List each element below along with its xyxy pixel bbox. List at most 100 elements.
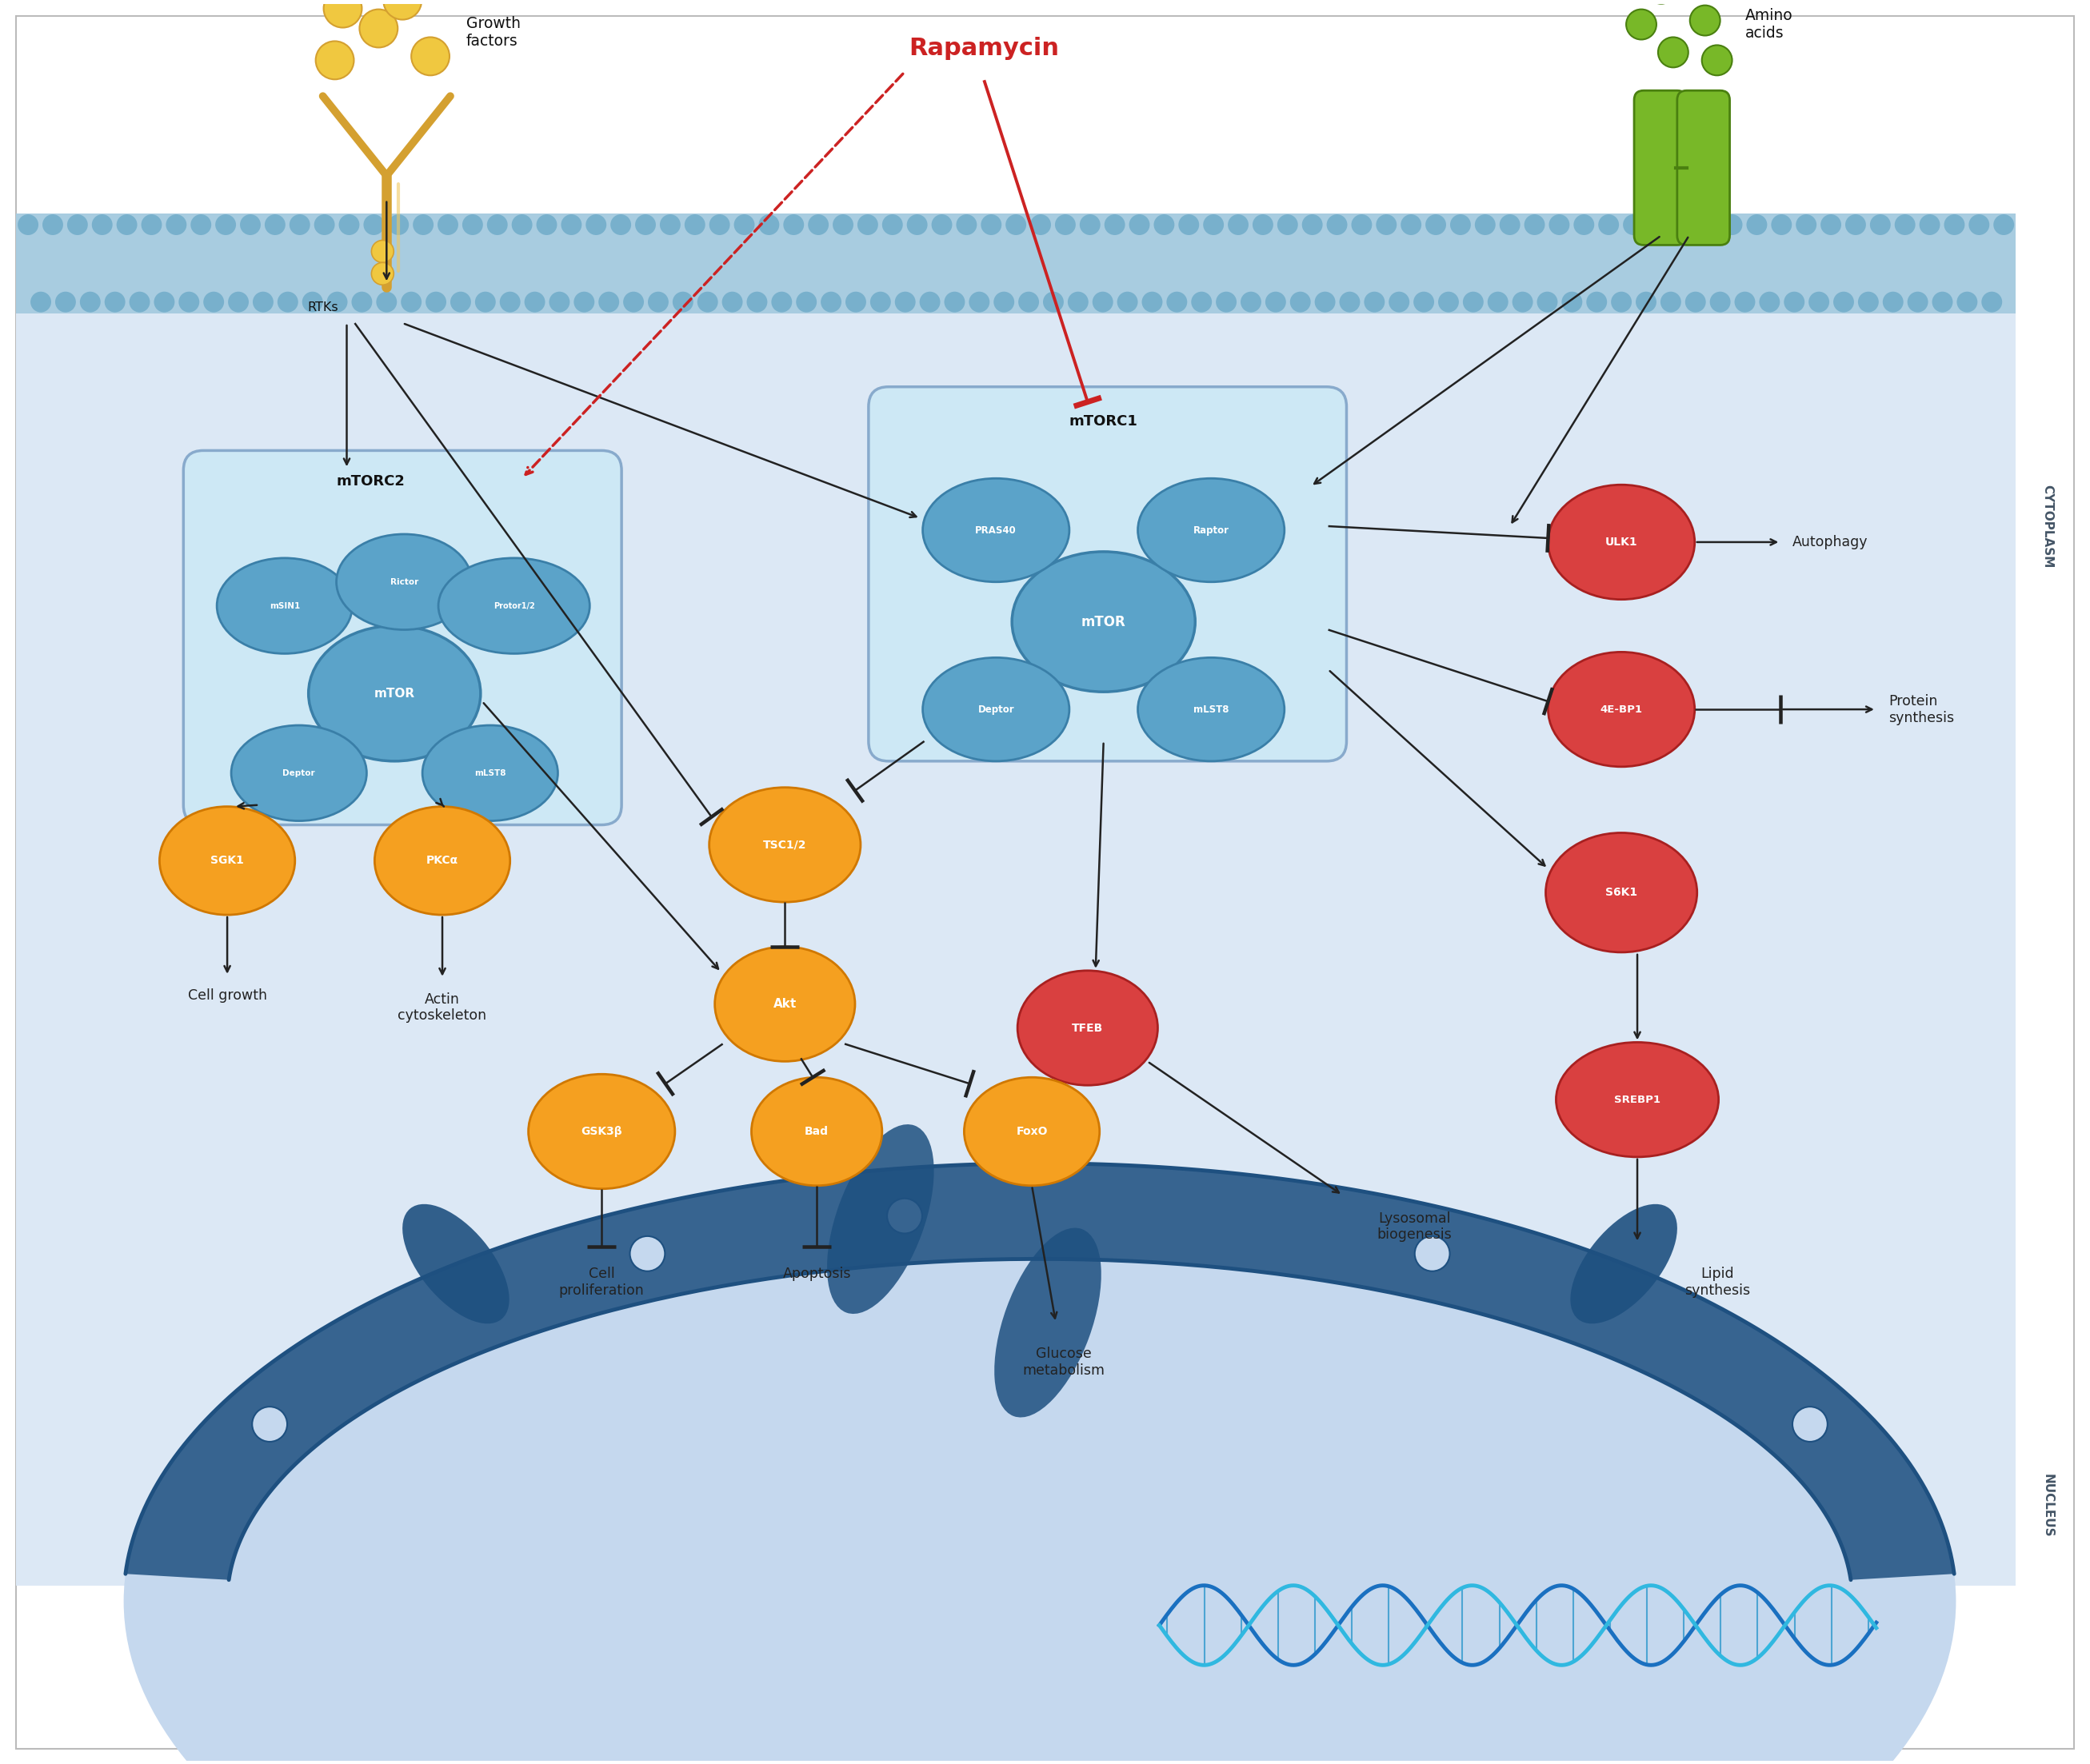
Circle shape <box>203 291 224 312</box>
Circle shape <box>1327 215 1348 235</box>
Circle shape <box>1770 215 1791 235</box>
Circle shape <box>1871 215 1891 235</box>
Circle shape <box>215 215 236 235</box>
Text: mTORC2: mTORC2 <box>336 475 405 489</box>
Circle shape <box>895 291 915 312</box>
Text: Rapamycin: Rapamycin <box>909 37 1060 60</box>
Ellipse shape <box>159 806 295 916</box>
Circle shape <box>832 215 853 235</box>
Circle shape <box>1400 215 1421 235</box>
Circle shape <box>1154 215 1175 235</box>
Circle shape <box>1264 291 1285 312</box>
Text: S6K1: S6K1 <box>1605 887 1636 898</box>
Circle shape <box>1068 291 1089 312</box>
Text: mTORC1: mTORC1 <box>1070 415 1137 429</box>
Ellipse shape <box>217 557 353 654</box>
Ellipse shape <box>922 658 1070 760</box>
Circle shape <box>980 215 1001 235</box>
Circle shape <box>1808 291 1829 312</box>
Circle shape <box>1624 215 1643 235</box>
Circle shape <box>278 291 299 312</box>
Circle shape <box>1793 1406 1827 1441</box>
Circle shape <box>660 215 681 235</box>
Circle shape <box>1191 291 1212 312</box>
Text: Amino
acids: Amino acids <box>1745 9 1793 41</box>
Circle shape <box>376 291 397 312</box>
Text: Deptor: Deptor <box>978 704 1014 714</box>
Circle shape <box>1413 291 1434 312</box>
Text: FoxO: FoxO <box>1016 1125 1047 1138</box>
Circle shape <box>1204 215 1225 235</box>
Text: NUCLEUS: NUCLEUS <box>2042 1475 2054 1538</box>
Circle shape <box>1747 215 1768 235</box>
Ellipse shape <box>403 1205 510 1323</box>
Circle shape <box>1969 215 1990 235</box>
Circle shape <box>178 291 199 312</box>
Circle shape <box>1944 215 1965 235</box>
Circle shape <box>42 215 63 235</box>
Ellipse shape <box>1137 478 1285 582</box>
Circle shape <box>130 291 150 312</box>
Circle shape <box>955 215 976 235</box>
Text: Cell
proliferation: Cell proliferation <box>558 1267 644 1298</box>
Circle shape <box>821 291 842 312</box>
Circle shape <box>228 291 249 312</box>
Circle shape <box>500 291 520 312</box>
Circle shape <box>54 291 75 312</box>
Text: mSIN1: mSIN1 <box>270 602 299 610</box>
Text: mTOR: mTOR <box>374 688 416 700</box>
Circle shape <box>846 291 865 312</box>
Circle shape <box>537 215 558 235</box>
Circle shape <box>1599 215 1620 235</box>
Circle shape <box>796 291 817 312</box>
Circle shape <box>993 291 1014 312</box>
Circle shape <box>585 215 606 235</box>
Text: Autophagy: Autophagy <box>1793 534 1868 549</box>
Circle shape <box>1129 215 1150 235</box>
Circle shape <box>686 215 704 235</box>
Ellipse shape <box>709 787 861 901</box>
Text: PRAS40: PRAS40 <box>976 526 1016 534</box>
Ellipse shape <box>752 1078 882 1185</box>
Circle shape <box>316 41 353 79</box>
Text: Glucose
metabolism: Glucose metabolism <box>1022 1346 1106 1378</box>
Text: PKCα: PKCα <box>426 856 458 866</box>
Circle shape <box>1352 215 1371 235</box>
Circle shape <box>550 291 571 312</box>
Circle shape <box>598 291 619 312</box>
Ellipse shape <box>1549 653 1695 767</box>
Circle shape <box>426 291 447 312</box>
Circle shape <box>1611 291 1632 312</box>
Circle shape <box>31 291 50 312</box>
Circle shape <box>970 291 991 312</box>
Ellipse shape <box>1547 833 1697 953</box>
Circle shape <box>1227 215 1248 235</box>
Circle shape <box>1141 291 1162 312</box>
Circle shape <box>525 291 545 312</box>
Text: Bad: Bad <box>805 1125 830 1138</box>
Circle shape <box>303 291 322 312</box>
Text: TSC1/2: TSC1/2 <box>763 840 807 850</box>
Circle shape <box>253 1406 286 1441</box>
FancyBboxPatch shape <box>1634 90 1687 245</box>
Circle shape <box>1252 215 1273 235</box>
Text: mLST8: mLST8 <box>1193 704 1229 714</box>
Circle shape <box>351 291 372 312</box>
Circle shape <box>1574 215 1595 235</box>
Text: Growth
factors: Growth factors <box>466 16 520 49</box>
Ellipse shape <box>422 725 558 820</box>
Circle shape <box>1290 291 1310 312</box>
Circle shape <box>1438 291 1459 312</box>
Circle shape <box>389 215 410 235</box>
Text: Lysosomal
biogenesis: Lysosomal biogenesis <box>1377 1212 1453 1242</box>
Ellipse shape <box>995 1228 1101 1416</box>
PathPatch shape <box>125 1162 1954 1581</box>
Circle shape <box>1586 291 1607 312</box>
Circle shape <box>1760 291 1781 312</box>
Text: RTKs: RTKs <box>307 302 339 314</box>
Circle shape <box>882 215 903 235</box>
Text: 4E-BP1: 4E-BP1 <box>1601 704 1643 714</box>
Circle shape <box>1524 215 1545 235</box>
Circle shape <box>1647 215 1668 235</box>
Circle shape <box>886 1198 922 1233</box>
